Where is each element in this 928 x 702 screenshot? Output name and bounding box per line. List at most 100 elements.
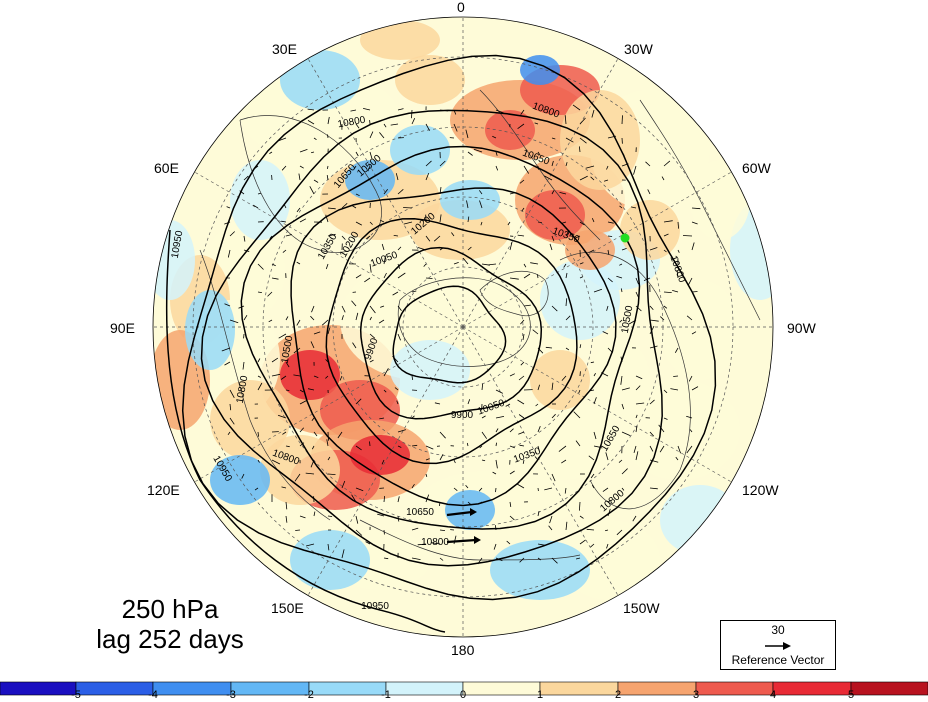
contour-label: 10800 bbox=[235, 374, 251, 404]
wind-vector bbox=[327, 327, 331, 335]
wind-vector bbox=[281, 165, 287, 171]
wind-vector bbox=[351, 205, 357, 209]
wind-vector bbox=[313, 137, 317, 141]
wind-vector bbox=[548, 525, 553, 531]
wind-vector bbox=[321, 319, 329, 326]
wind-vector bbox=[495, 557, 503, 562]
wind-vector bbox=[369, 151, 373, 159]
wind-vector bbox=[579, 221, 585, 226]
wind-vector bbox=[224, 361, 231, 366]
wind-vector bbox=[313, 179, 319, 183]
wind-vector bbox=[229, 389, 235, 398]
wind-vector bbox=[327, 543, 330, 551]
wind-vector bbox=[593, 288, 603, 293]
coastline bbox=[359, 519, 581, 561]
colorbar-tick-label: -2 bbox=[304, 689, 314, 701]
wind-vector bbox=[649, 399, 655, 405]
wind-vector bbox=[327, 473, 336, 475]
contour-label: 10950 bbox=[170, 229, 186, 259]
wind-vector bbox=[355, 398, 362, 405]
lon-label-180: 180 bbox=[451, 642, 475, 658]
wind-vector bbox=[383, 255, 386, 265]
wind-vector bbox=[687, 277, 693, 286]
wind-vector bbox=[397, 272, 406, 279]
wind-vector bbox=[593, 397, 597, 405]
wind-vector bbox=[670, 388, 679, 391]
wind-vector bbox=[439, 557, 444, 561]
anomaly-patch bbox=[620, 200, 680, 260]
wind-vector bbox=[227, 249, 231, 258]
lon-label-90e: 90E bbox=[110, 320, 135, 336]
wind-vector bbox=[364, 277, 371, 283]
wind-vector bbox=[551, 382, 554, 391]
wind-vector bbox=[411, 415, 415, 419]
wind-vector bbox=[509, 470, 515, 475]
wind-vector bbox=[310, 151, 315, 154]
wind-vector bbox=[544, 175, 553, 181]
wind-vector bbox=[505, 403, 511, 407]
wind-vector bbox=[660, 316, 665, 321]
lon-label-150w: 150W bbox=[623, 600, 660, 616]
meridian-line bbox=[462, 326, 624, 605]
anomaly-patch bbox=[660, 280, 740, 380]
wind-vector bbox=[285, 361, 290, 368]
wind-vector bbox=[299, 149, 308, 153]
wind-vector bbox=[355, 274, 362, 279]
wind-vector bbox=[647, 189, 651, 195]
meridian-line bbox=[185, 326, 464, 488]
wind-vector bbox=[477, 501, 483, 505]
wind-vector bbox=[606, 305, 609, 311]
wind-vector bbox=[551, 557, 558, 564]
wind-vector bbox=[649, 247, 658, 251]
wind-vector bbox=[282, 431, 287, 435]
coastline bbox=[559, 251, 691, 510]
contour-line bbox=[290, 187, 617, 507]
wind-vector bbox=[523, 273, 531, 279]
colorbar-swatch bbox=[0, 681, 77, 696]
title-block: 250 hPa lag 252 days bbox=[70, 594, 270, 654]
wind-vector bbox=[271, 357, 279, 363]
contour-line bbox=[165, 229, 446, 633]
wind-vector bbox=[663, 291, 672, 293]
wind-vector bbox=[559, 192, 567, 195]
wind-vector bbox=[271, 277, 279, 280]
wind-vector bbox=[397, 246, 402, 251]
wind-vector bbox=[453, 123, 458, 132]
wind-vector bbox=[551, 413, 556, 419]
wind-vector bbox=[551, 235, 555, 242]
wind-vector bbox=[411, 118, 416, 125]
anomaly-patch bbox=[485, 110, 535, 150]
wind-vector bbox=[341, 549, 345, 559]
wind-vector bbox=[477, 557, 483, 565]
wind-vector bbox=[619, 319, 623, 323]
wind-vector bbox=[257, 459, 260, 463]
wind-vector bbox=[579, 276, 583, 279]
wind-vector bbox=[523, 304, 531, 307]
wind-vector bbox=[564, 487, 567, 494]
contour-label: 10500 bbox=[280, 334, 296, 364]
wind-vector bbox=[224, 221, 231, 225]
wind-vector bbox=[621, 431, 631, 436]
wind-vector bbox=[254, 487, 259, 491]
wind-vector bbox=[380, 219, 385, 223]
map-border bbox=[152, 16, 774, 638]
wind-vector bbox=[621, 115, 623, 125]
wind-vector bbox=[467, 216, 470, 223]
wind-vector bbox=[517, 123, 525, 130]
wind-vector bbox=[403, 221, 413, 225]
lon-label-150e: 150E bbox=[271, 600, 304, 616]
wind-vector bbox=[607, 135, 617, 139]
wind-vector bbox=[411, 109, 413, 119]
wind-vector bbox=[649, 325, 655, 335]
wind-vector bbox=[537, 384, 540, 391]
wind-vector bbox=[522, 333, 525, 341]
wind-vector bbox=[299, 165, 304, 169]
wind-vector bbox=[593, 445, 601, 448]
wind-vector bbox=[561, 375, 567, 381]
wind-vector bbox=[591, 218, 595, 223]
graticule bbox=[153, 17, 773, 637]
wind-vector bbox=[575, 440, 581, 447]
wind-vector bbox=[607, 347, 613, 353]
wind-vector bbox=[355, 487, 364, 492]
wind-vector bbox=[267, 291, 273, 297]
